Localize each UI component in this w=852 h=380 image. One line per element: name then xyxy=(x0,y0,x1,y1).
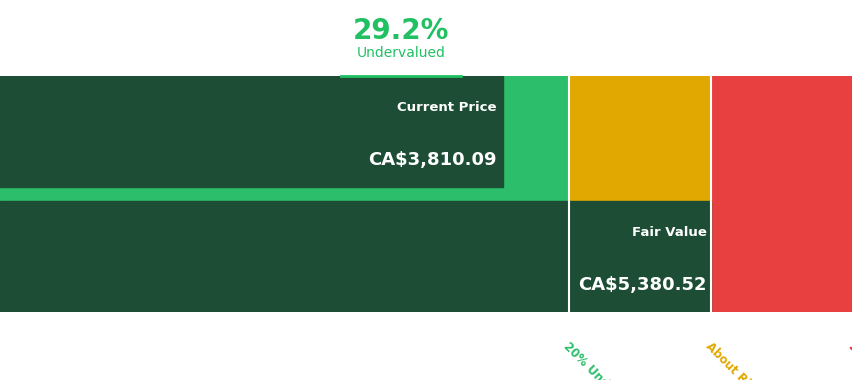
Bar xyxy=(0,76,568,312)
Text: CA$3,810.09: CA$3,810.09 xyxy=(367,150,496,169)
Text: About Right: About Right xyxy=(703,340,768,380)
Text: 29.2%: 29.2% xyxy=(353,17,448,45)
Text: 20% Overvalued: 20% Overvalued xyxy=(844,340,852,380)
Text: 20% Undervalued: 20% Undervalued xyxy=(561,340,652,380)
Bar xyxy=(568,76,710,312)
Bar xyxy=(0,76,503,187)
Text: CA$5,380.52: CA$5,380.52 xyxy=(578,276,705,293)
Bar xyxy=(710,76,852,312)
Text: Current Price: Current Price xyxy=(396,101,496,114)
Text: Fair Value: Fair Value xyxy=(631,226,705,239)
Text: Undervalued: Undervalued xyxy=(356,46,445,60)
Bar xyxy=(0,201,710,312)
